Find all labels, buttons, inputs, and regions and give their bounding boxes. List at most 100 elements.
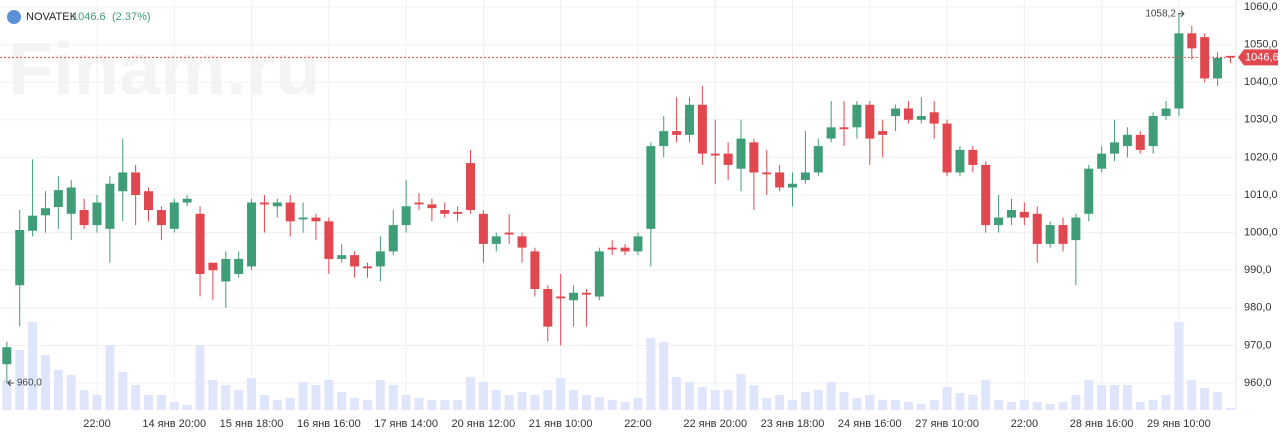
candle-body xyxy=(517,236,527,248)
candle-body xyxy=(259,202,269,205)
x-tick-label: 22 янв 20:00 xyxy=(683,418,747,430)
volume-bar xyxy=(813,390,823,410)
candle-body xyxy=(478,213,488,244)
volume-bar xyxy=(1148,400,1158,410)
volume-bar xyxy=(182,405,192,410)
candle-body xyxy=(826,127,836,139)
candle-body xyxy=(543,289,553,327)
volume-bar xyxy=(672,377,682,410)
candle-body xyxy=(1071,217,1081,241)
candle-body xyxy=(813,146,823,173)
volume-bar xyxy=(53,370,63,410)
candle-body xyxy=(891,108,901,117)
volume-bar xyxy=(878,400,888,410)
y-tick-label: 1000,0 xyxy=(1244,227,1278,239)
volume-bar xyxy=(298,382,308,410)
high-arrow xyxy=(1177,10,1185,18)
volume-bar xyxy=(1200,388,1210,410)
candle-body xyxy=(272,202,282,207)
change: (2.37%) xyxy=(112,11,151,23)
candle-body xyxy=(916,116,926,120)
volume-bar xyxy=(169,402,179,410)
candle-body xyxy=(15,229,25,286)
candle-body xyxy=(79,210,89,226)
candle-body xyxy=(195,213,205,274)
volume-bar xyxy=(311,385,321,410)
candle-body xyxy=(968,149,978,165)
volume-bar xyxy=(839,392,849,410)
y-tick-label: 1020,0 xyxy=(1244,151,1278,163)
volume-bar xyxy=(440,400,450,410)
x-tick-label: 24 янв 16:00 xyxy=(838,418,902,430)
candle-body xyxy=(775,172,785,188)
high-label: 1058,2 xyxy=(1145,8,1176,19)
ticker: NOVATEK xyxy=(26,11,78,23)
volume-bar xyxy=(195,345,205,410)
volume-bar xyxy=(1097,385,1107,410)
volume-bar xyxy=(427,400,437,410)
candle-body xyxy=(1174,33,1184,109)
low-label: 960,0 xyxy=(17,378,42,389)
candle-body xyxy=(298,217,308,220)
volume-bar xyxy=(337,392,347,410)
volume-bar xyxy=(1213,392,1223,410)
volume-bar xyxy=(800,392,810,410)
volume-bar xyxy=(221,385,231,410)
candle-body xyxy=(285,202,295,222)
candle-body xyxy=(1110,142,1120,154)
volume-bar xyxy=(491,390,501,410)
volume-bar xyxy=(285,398,295,410)
volume-bar xyxy=(633,398,643,410)
candle-body xyxy=(788,183,798,188)
candle-body xyxy=(981,164,991,226)
volume-bar xyxy=(466,377,476,410)
x-tick-label: 27 янв 10:00 xyxy=(915,418,979,430)
volume-bar xyxy=(1110,385,1120,410)
y-tick-label: 960,0 xyxy=(1244,377,1272,389)
x-tick-label: 17 янв 14:00 xyxy=(374,418,438,430)
candle-body xyxy=(1058,225,1068,244)
candle-body xyxy=(697,104,707,154)
volume-bar xyxy=(1019,400,1029,410)
candle-body xyxy=(2,347,12,365)
volume-bar xyxy=(891,400,901,410)
volume-bar xyxy=(826,382,836,410)
volume-bar xyxy=(852,398,862,410)
volume-bar xyxy=(981,380,991,410)
volume-bar xyxy=(594,397,604,410)
y-tick-label: 980,0 xyxy=(1244,302,1272,314)
candle-body xyxy=(105,183,115,229)
candle-body xyxy=(182,198,192,203)
candle-body xyxy=(684,104,694,135)
volume-bar xyxy=(620,402,630,410)
volume-bar xyxy=(1161,395,1171,410)
candle-body xyxy=(221,258,231,282)
watermark: Finam.ru xyxy=(8,28,320,111)
volume-bar xyxy=(749,385,759,410)
price: 1046.6 xyxy=(72,11,106,23)
candle-body xyxy=(1187,33,1197,49)
candle-body xyxy=(466,163,476,211)
candle-body xyxy=(607,247,617,250)
x-tick-label: 20 янв 12:00 xyxy=(452,418,516,430)
x-tick-label: 29 янв 10:00 xyxy=(1147,418,1211,430)
candle-body xyxy=(762,172,772,175)
volume-bar xyxy=(517,392,527,410)
volume-bar xyxy=(118,372,128,410)
volume-bar xyxy=(903,402,913,410)
candle-body xyxy=(1045,225,1055,244)
candle-body xyxy=(569,292,579,301)
volume-bar xyxy=(388,385,398,410)
x-tick-label: 15 янв 18:00 xyxy=(220,418,284,430)
y-tick-label: 970,0 xyxy=(1244,339,1272,351)
volume-bar xyxy=(105,345,115,410)
volume-bar xyxy=(684,382,694,410)
low-arrow xyxy=(7,379,14,387)
volume-bar xyxy=(2,380,12,410)
candle-body xyxy=(28,215,38,231)
volume-bar xyxy=(762,398,772,410)
candle-body xyxy=(504,232,514,235)
candle-body xyxy=(620,247,630,252)
x-tick-label: 14 янв 20:00 xyxy=(142,418,206,430)
candle-body xyxy=(1019,211,1029,218)
